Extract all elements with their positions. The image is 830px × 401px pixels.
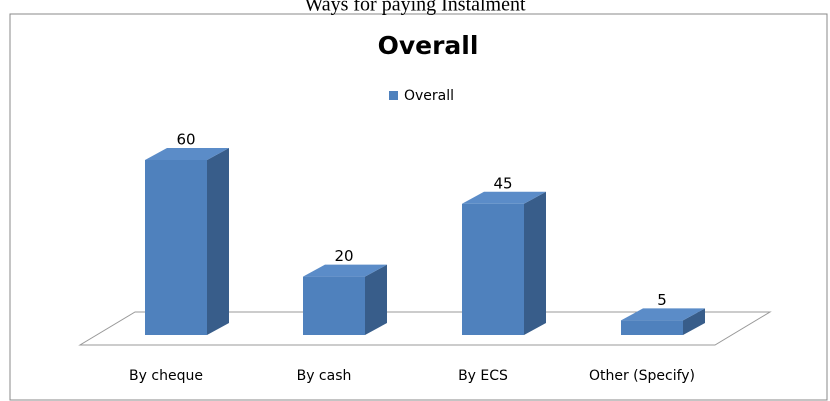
bar-front xyxy=(621,320,683,335)
x-tick-label: Other (Specify) xyxy=(589,368,695,384)
bar-side xyxy=(683,308,705,335)
bar xyxy=(462,191,546,335)
data-label: 20 xyxy=(334,247,353,265)
bar xyxy=(621,308,705,335)
data-label: 45 xyxy=(493,174,512,192)
floor xyxy=(78,311,772,346)
legend-label: Overall xyxy=(404,88,454,104)
chart-frame xyxy=(9,13,828,401)
bar-front xyxy=(145,160,207,335)
x-tick-label: By ECS xyxy=(458,368,508,384)
bar-top xyxy=(462,191,546,204)
bar xyxy=(303,264,387,335)
page-title: Ways for paying Instalment xyxy=(304,0,526,16)
bar-side xyxy=(207,148,229,335)
bar-front xyxy=(462,203,524,335)
x-tick-label: By cheque xyxy=(129,368,203,384)
bar-top xyxy=(145,148,229,160)
bar-front xyxy=(303,276,365,335)
bar-side xyxy=(365,264,387,335)
bar xyxy=(145,148,229,335)
chart-title: Overall xyxy=(378,31,479,60)
x-tick-label: By cash xyxy=(297,368,352,384)
bar-top xyxy=(621,308,705,321)
legend-swatch xyxy=(389,91,398,100)
data-label: 60 xyxy=(176,131,195,149)
data-label: 5 xyxy=(657,291,667,309)
bar-side xyxy=(524,191,546,335)
bar-top xyxy=(303,264,387,277)
